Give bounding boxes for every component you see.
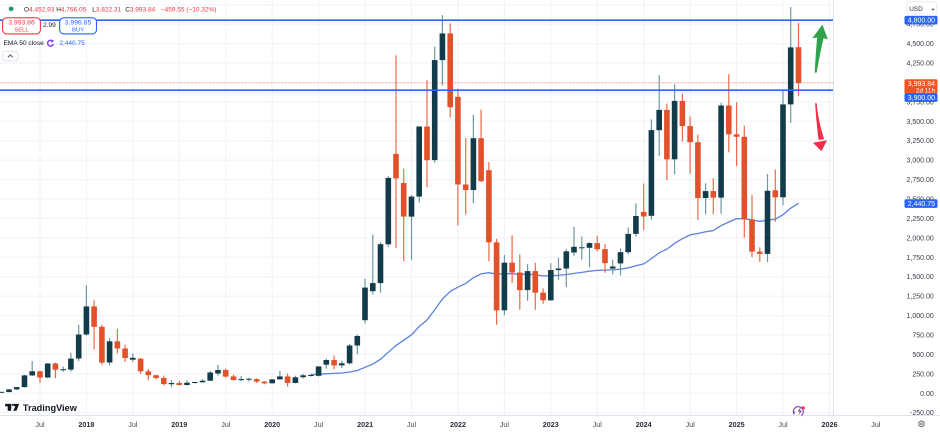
svg-text:Jul: Jul xyxy=(221,420,231,429)
svg-text:2025: 2025 xyxy=(729,420,745,429)
svg-text:1,000.00: 1,000.00 xyxy=(907,313,934,320)
svg-text:O4,452.93: O4,452.93 xyxy=(24,6,55,13)
svg-text:2,000.00: 2,000.00 xyxy=(907,235,934,242)
svg-text:2,750.00: 2,750.00 xyxy=(907,177,934,184)
svg-text:3,996.85: 3,996.85 xyxy=(65,20,92,27)
svg-text:1,500.00: 1,500.00 xyxy=(907,274,934,281)
svg-text:1,250.00: 1,250.00 xyxy=(907,294,934,301)
svg-text:Jul: Jul xyxy=(35,420,45,429)
svg-text:H4,766.05: H4,766.05 xyxy=(56,6,86,13)
svg-text:3,993.84: 3,993.84 xyxy=(908,81,935,88)
svg-text:4,500.00: 4,500.00 xyxy=(907,41,934,48)
svg-text:0.00: 0.00 xyxy=(920,391,934,398)
svg-text:3,500.00: 3,500.00 xyxy=(907,119,934,126)
svg-text:3,750.00: 3,750.00 xyxy=(907,99,934,106)
svg-text:4,750.00: 4,750.00 xyxy=(907,22,934,29)
svg-text:2023: 2023 xyxy=(543,420,559,429)
svg-text:-250.00: -250.00 xyxy=(910,410,934,417)
svg-text:4,250.00: 4,250.00 xyxy=(907,61,934,68)
svg-text:BUY: BUY xyxy=(72,28,84,34)
svg-text:4,800.00: 4,800.00 xyxy=(908,18,935,25)
svg-text:Jul: Jul xyxy=(686,420,696,429)
svg-text:TradingView: TradingView xyxy=(23,403,78,413)
svg-text:1,750.00: 1,750.00 xyxy=(907,255,934,262)
svg-text:2,250.00: 2,250.00 xyxy=(907,216,934,223)
svg-text:EMA 50 close: EMA 50 close xyxy=(4,40,45,47)
svg-text:500.00: 500.00 xyxy=(912,352,934,359)
svg-text:−459.55 (−10.32%): −459.55 (−10.32%) xyxy=(161,6,217,13)
svg-text:2d 11h: 2d 11h xyxy=(916,87,936,94)
svg-text:C3,993.84: C3,993.84 xyxy=(125,6,155,13)
svg-text:250.00: 250.00 xyxy=(912,371,934,378)
svg-text:2,440.75: 2,440.75 xyxy=(908,201,935,208)
svg-text:Jul: Jul xyxy=(778,420,788,429)
svg-text:Jul: Jul xyxy=(407,420,417,429)
svg-text:2020: 2020 xyxy=(264,420,280,429)
svg-text:2022: 2022 xyxy=(450,420,466,429)
svg-text:2026: 2026 xyxy=(822,420,838,429)
svg-text:2,440.75: 2,440.75 xyxy=(59,40,85,47)
svg-text:L3,822.31: L3,822.31 xyxy=(92,6,121,13)
svg-text:Jul: Jul xyxy=(593,420,603,429)
svg-text:2021: 2021 xyxy=(357,420,373,429)
svg-text:Jul: Jul xyxy=(128,420,138,429)
svg-text:2.99: 2.99 xyxy=(43,22,56,29)
svg-text:Jul: Jul xyxy=(871,420,881,429)
svg-text:2024: 2024 xyxy=(636,420,652,429)
svg-text:750.00: 750.00 xyxy=(912,333,934,340)
svg-text:SELL: SELL xyxy=(14,28,29,34)
svg-text:3,900.00: 3,900.00 xyxy=(908,95,935,102)
svg-text:Jul: Jul xyxy=(500,420,510,429)
svg-text:2018: 2018 xyxy=(78,420,94,429)
svg-text:3,250.00: 3,250.00 xyxy=(907,138,934,145)
svg-text:USD: USD xyxy=(909,6,923,13)
svg-text:2019: 2019 xyxy=(171,420,187,429)
svg-text:3,000.00: 3,000.00 xyxy=(907,158,934,165)
svg-text:Jul: Jul xyxy=(314,420,324,429)
svg-text:3,993.86: 3,993.86 xyxy=(8,20,35,27)
